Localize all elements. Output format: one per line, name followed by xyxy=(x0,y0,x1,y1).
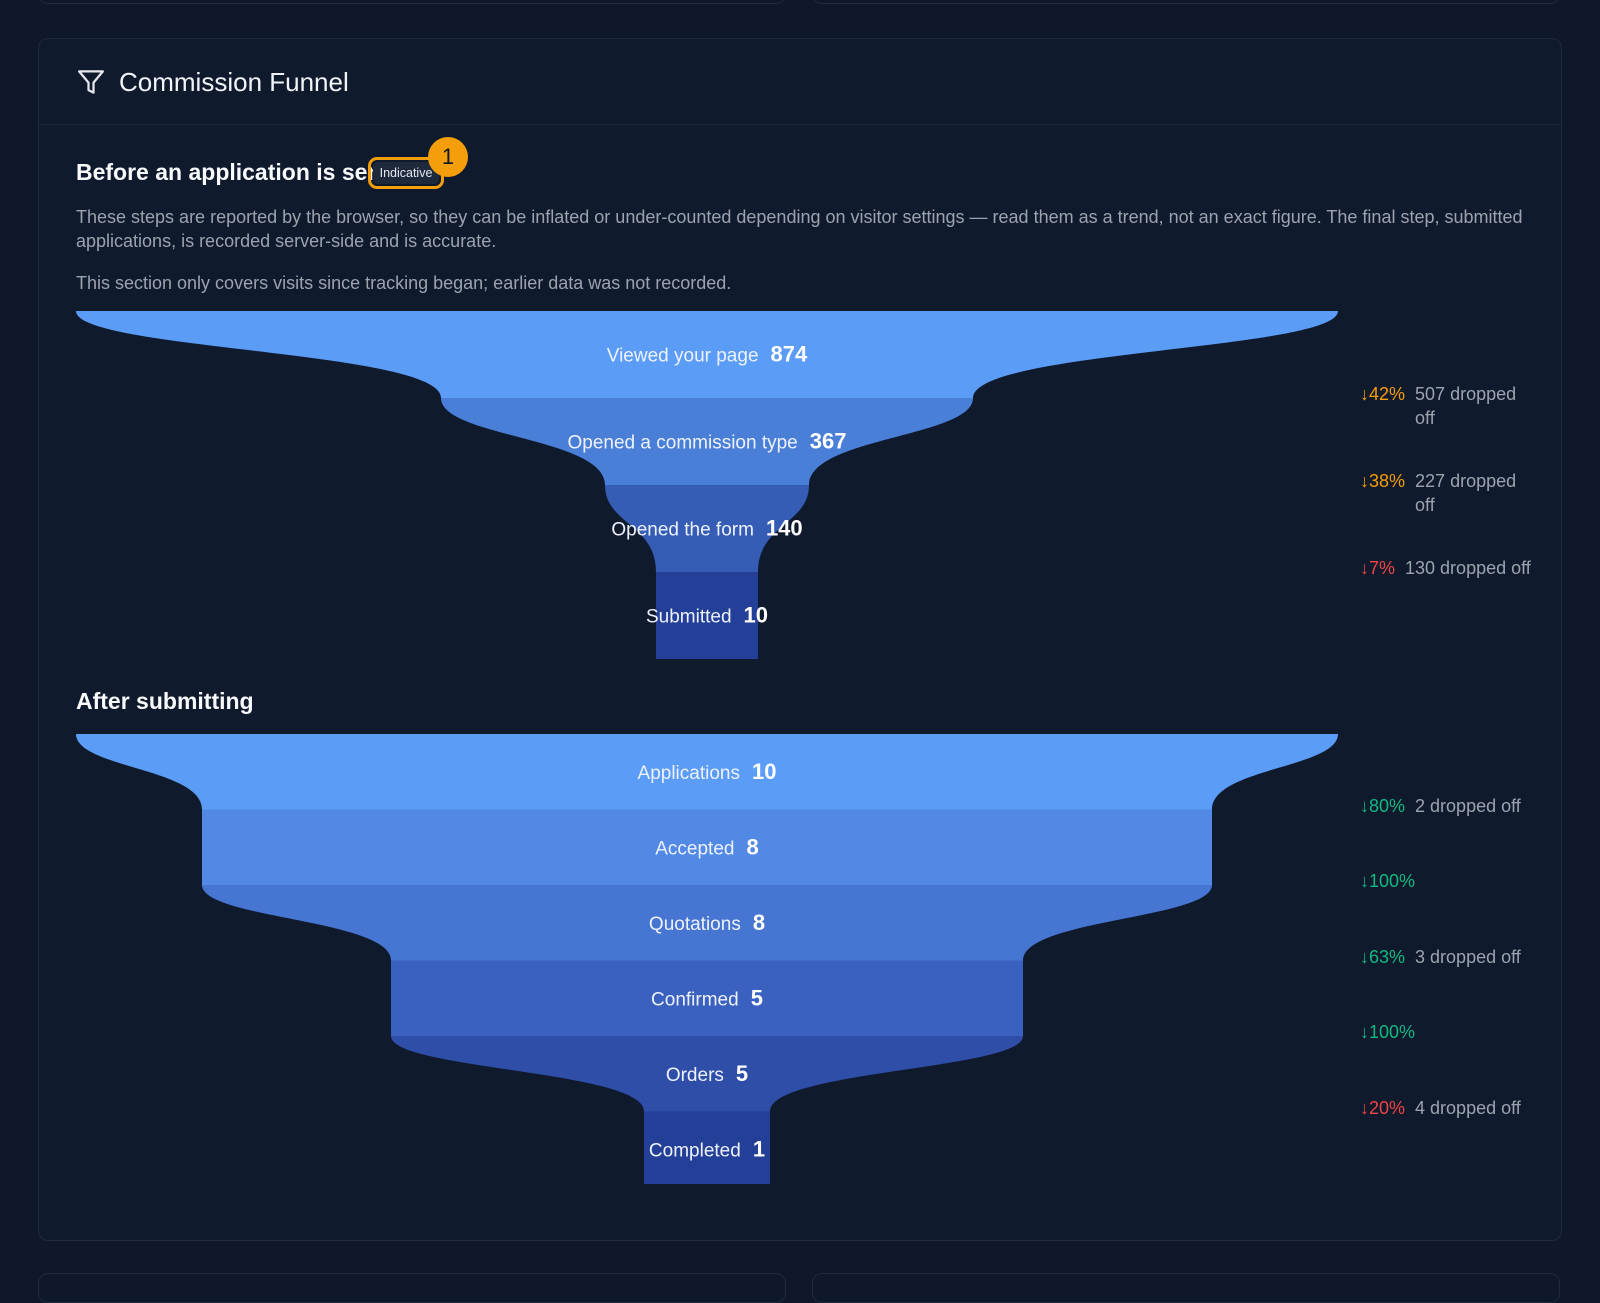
after-band-2[interactable] xyxy=(202,809,1212,886)
before-step-name: Opened a commission type xyxy=(568,433,798,454)
after-band-1[interactable] xyxy=(76,734,1338,810)
previous-card-left xyxy=(38,0,786,4)
after-step-label: Applications 10 xyxy=(638,759,777,784)
before-note: This section only covers visits since tr… xyxy=(76,273,732,293)
before-dropoff-item: ↓38% 227 dropped off xyxy=(1360,469,1540,517)
commission-funnel-card: Commission Funnel Before an application … xyxy=(38,38,1562,1241)
after-band-5[interactable] xyxy=(391,1036,1023,1112)
after-dropoff-percent: ↓80% xyxy=(1360,795,1406,816)
after-band-3[interactable] xyxy=(202,885,1212,961)
after-step-name: Accepted xyxy=(655,838,734,859)
before-band-3[interactable] xyxy=(605,485,809,572)
after-step-value: 5 xyxy=(736,1061,748,1086)
before-step-name: Submitted xyxy=(646,607,732,628)
before-dropoff-column: ↓42% 507 dropped off ↓38% 227 dropped off ↓7… xyxy=(1360,311,1540,661)
before-dropoff-count: 507 dropped off xyxy=(1415,384,1517,428)
indicative-badge-label: Indicative xyxy=(373,162,439,184)
after-step-name: Completed xyxy=(649,1140,741,1161)
before-step-label: Opened a commission type 367 xyxy=(568,429,847,454)
after-dropoff-column: ↓80% 2 dropped off ↓100% ↓63% 3 dropped off ↓… xyxy=(1360,734,1540,1184)
after-step-name: Quotations xyxy=(649,914,741,935)
after-step-name: Orders xyxy=(666,1065,724,1086)
before-step-name: Opened the form xyxy=(611,520,754,541)
before-step-value: 140 xyxy=(766,516,803,541)
before-description: These steps are reported by the browser,… xyxy=(76,207,1523,251)
after-dropoff-count: 4 dropped off xyxy=(1415,1097,1521,1118)
before-step-name: Viewed your page xyxy=(607,346,759,367)
before-step-value: 874 xyxy=(771,342,808,367)
before-dropoff-percent: ↓38% xyxy=(1360,471,1406,491)
after-step-value: 8 xyxy=(753,910,765,935)
after-band-6[interactable] xyxy=(643,1111,771,1185)
after-step-value: 5 xyxy=(751,985,763,1010)
after-step-name: Confirmed xyxy=(651,989,739,1010)
after-dropoff-item: ↓100% xyxy=(1360,1020,1540,1044)
after-dropoff-count: 2 dropped off xyxy=(1415,795,1521,816)
before-dropoff-count: 227 dropped off xyxy=(1415,471,1517,515)
after-section-title: After submitting xyxy=(76,688,254,714)
after-step-label: Orders 5 xyxy=(666,1061,748,1086)
annotation-marker: 1 xyxy=(428,137,468,177)
after-step-name: Applications xyxy=(638,763,740,784)
after-dropoff-percent: ↓20% xyxy=(1360,1097,1406,1118)
card-title: Commission Funnel xyxy=(119,67,349,97)
after-step-label: Confirmed 5 xyxy=(651,985,763,1010)
after-step-label: Quotations 8 xyxy=(649,910,765,935)
after-dropoff-percent: ↓63% xyxy=(1360,946,1406,967)
before-step-label: Submitted 10 xyxy=(646,603,768,628)
after-step-value: 10 xyxy=(752,759,776,784)
before-band-4[interactable] xyxy=(656,572,758,659)
before-dropoff-count: 130 dropped off xyxy=(1405,558,1531,578)
after-dropoff-percent: ↓100% xyxy=(1360,1022,1416,1042)
card-header: Commission Funnel xyxy=(39,39,1561,125)
before-step-label: Viewed your page 874 xyxy=(607,342,808,367)
before-dropoff-percent: ↓42% xyxy=(1360,384,1406,404)
after-step-label: Completed 1 xyxy=(649,1136,765,1161)
indicative-badge[interactable]: Indicative xyxy=(368,157,444,189)
funnel-icon xyxy=(78,70,104,94)
after-dropoff-item: ↓63% 3 dropped off xyxy=(1360,945,1540,969)
before-dropoff-percent: ↓7% xyxy=(1360,558,1396,578)
before-band-1[interactable] xyxy=(76,311,1338,398)
after-dropoff-item: ↓100% xyxy=(1360,869,1540,893)
after-step-value: 8 xyxy=(746,834,758,859)
after-funnel: Applications 10 Accepted 8 Quotations 8 Confir… xyxy=(76,734,1338,1185)
before-step-value: 367 xyxy=(810,429,847,454)
previous-card-right xyxy=(812,0,1560,4)
next-card-right xyxy=(812,1273,1560,1303)
before-funnel: Viewed your page 874 Opened a commission t… xyxy=(76,311,1338,659)
before-step-value: 10 xyxy=(744,603,768,628)
after-dropoff-percent: ↓100% xyxy=(1360,871,1416,891)
before-section-title: Before an application is sent xyxy=(76,159,390,185)
before-band-2[interactable] xyxy=(441,398,973,485)
after-step-label: Accepted 8 xyxy=(655,834,758,859)
after-dropoff-item: ↓80% 2 dropped off xyxy=(1360,794,1540,818)
after-band-4[interactable] xyxy=(391,960,1023,1037)
after-dropoff-count: 3 dropped off xyxy=(1415,946,1521,967)
next-card-left xyxy=(38,1273,786,1303)
before-dropoff-item: ↓7% 130 dropped off xyxy=(1360,556,1540,580)
before-step-label: Opened the form 140 xyxy=(611,516,802,541)
after-dropoff-item: ↓20% 4 dropped off xyxy=(1360,1096,1540,1120)
before-dropoff-item: ↓42% 507 dropped off xyxy=(1360,382,1540,430)
after-step-value: 1 xyxy=(753,1136,765,1161)
